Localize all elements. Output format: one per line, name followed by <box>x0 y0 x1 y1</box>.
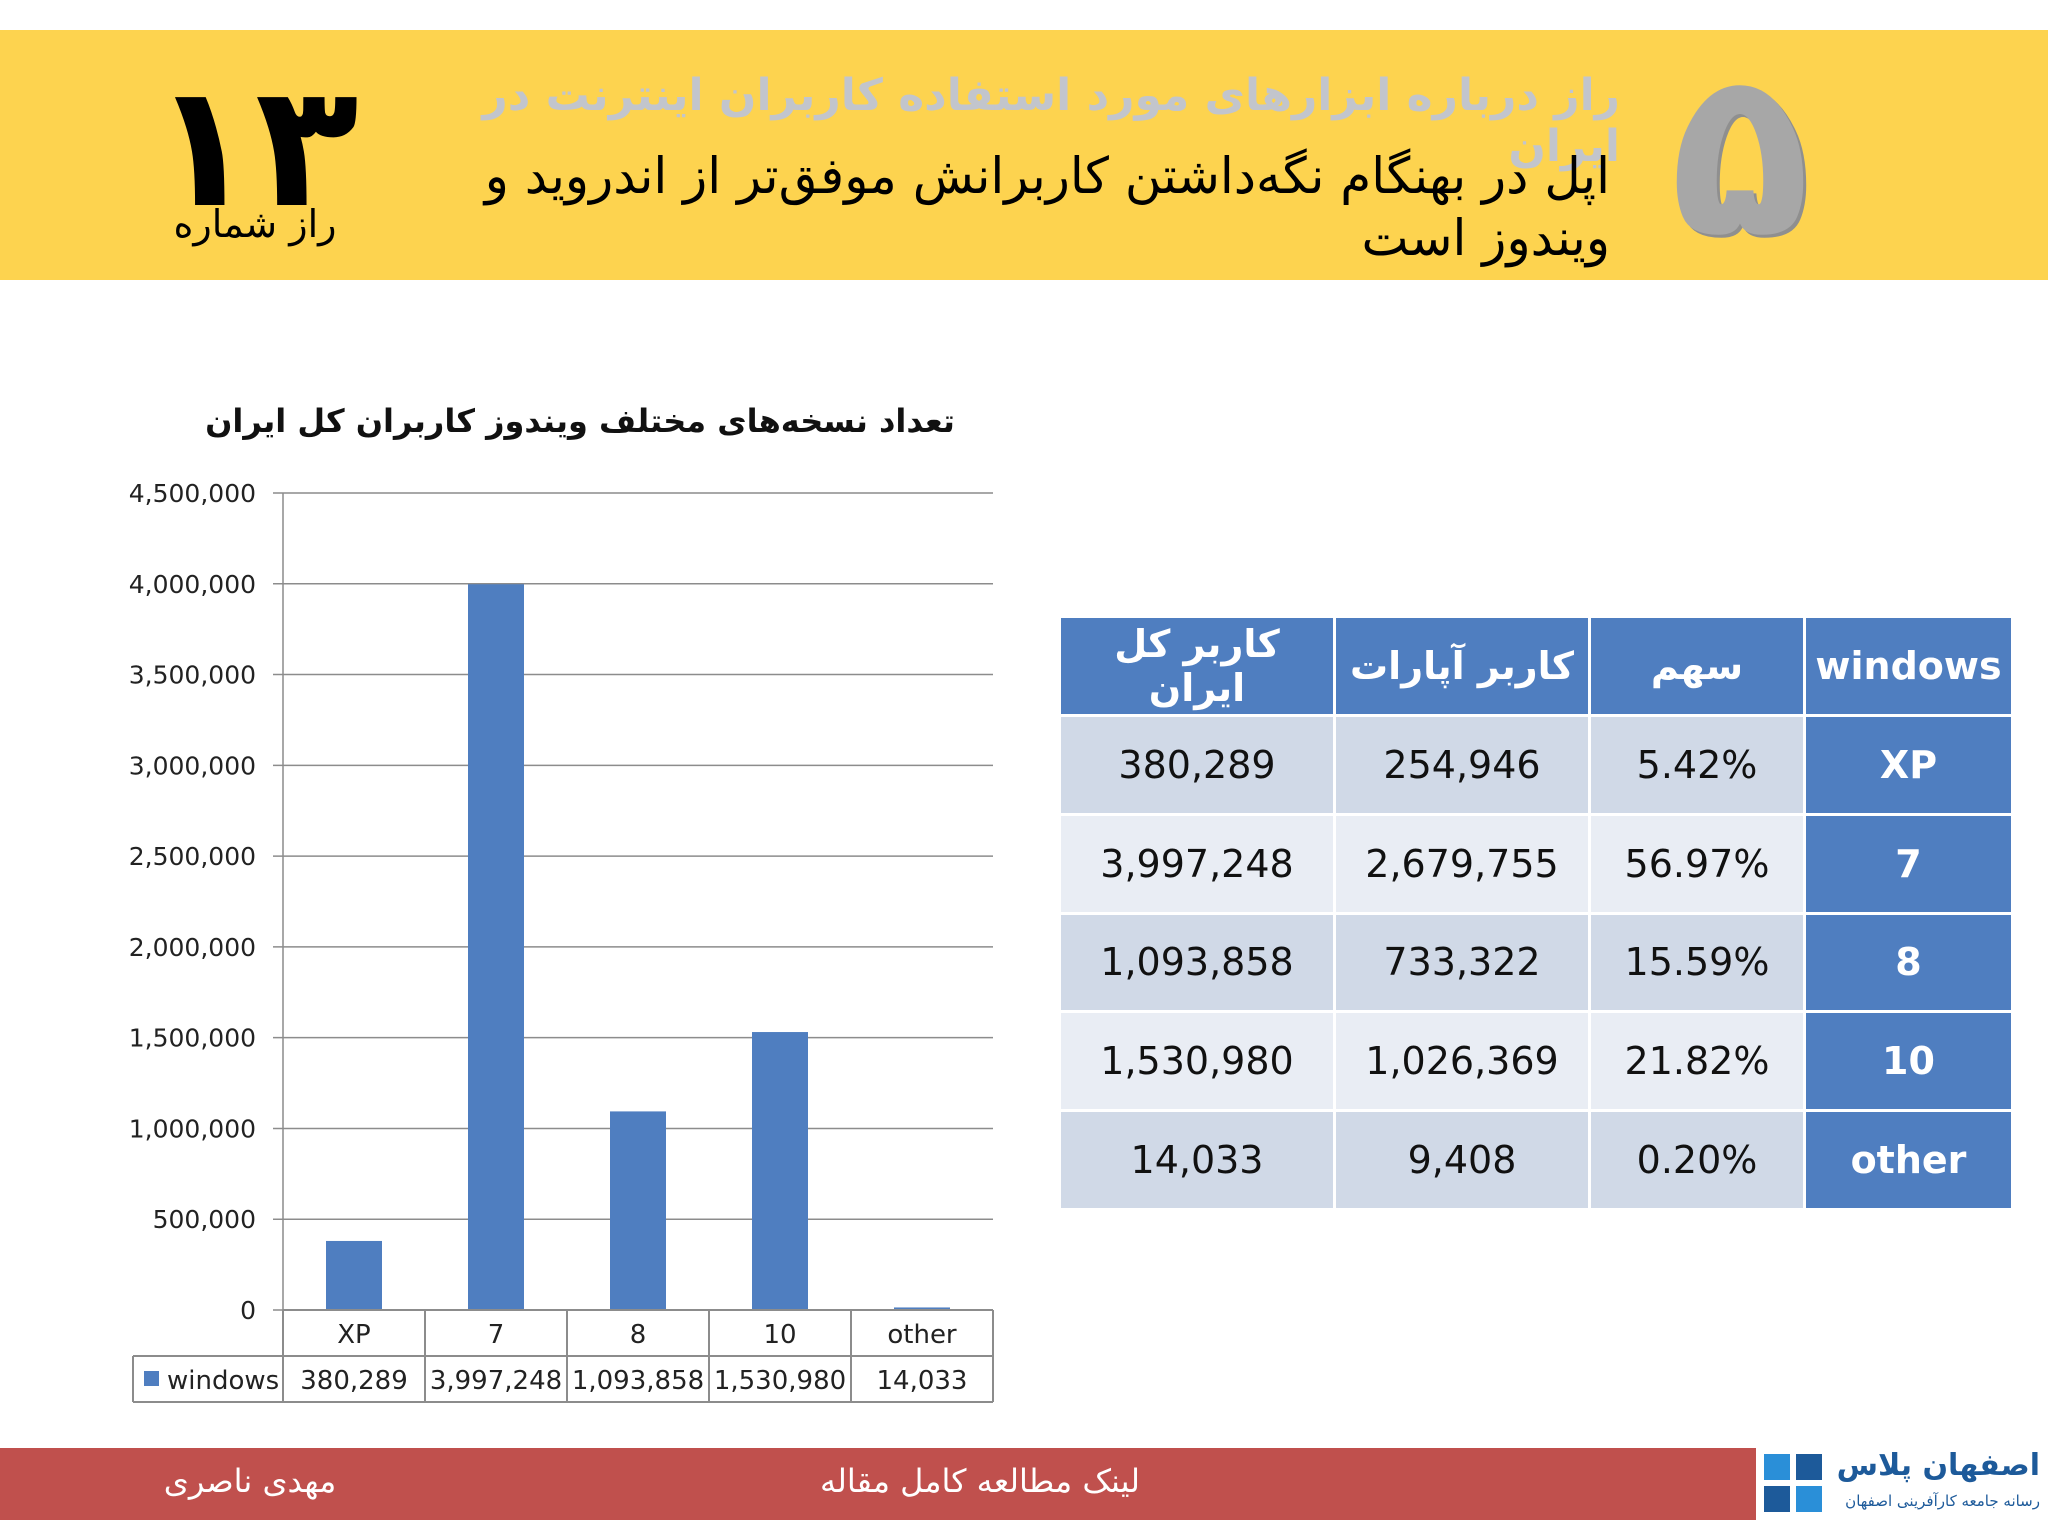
table-row: 1,093,858 733,322 15.59% 8 <box>1058 911 2014 1014</box>
cell-aparat: 733,322 <box>1333 911 1591 1014</box>
x-tick-label: 7 <box>488 1320 505 1350</box>
cell-version: other <box>1803 1109 2014 1211</box>
bar-7 <box>468 584 524 1310</box>
table-row: 380,289 254,946 5.42% XP <box>1058 714 2014 816</box>
series-subject: راز درباره ابزارهای مورد استفاده کاربران… <box>482 70 1620 172</box>
x-tick-label: 8 <box>630 1320 647 1350</box>
secret-label: راز شماره <box>173 202 337 246</box>
cell-aparat: 254,946 <box>1333 714 1591 816</box>
header-windows: windows <box>1803 615 2014 717</box>
x-tick-label: XP <box>337 1320 371 1350</box>
header-total-users: کاربر کل ایران <box>1058 615 1336 717</box>
secret-number: ۵ <box>1669 21 1811 288</box>
data-label: 14,033 <box>877 1366 968 1396</box>
legend-swatch <box>144 1371 159 1386</box>
cell-share: 56.97% <box>1588 812 1806 915</box>
page-title: اپل در بهنگام نگه‌داشتن کاربرانش موفق‌تر… <box>484 147 1610 267</box>
secret-count: ۱۳ <box>151 48 359 246</box>
cell-total: 380,289 <box>1058 714 1336 816</box>
logo-mark-icon <box>1764 1454 1824 1514</box>
data-label: 1,530,980 <box>714 1366 846 1396</box>
table-row: 1,530,980 1,026,369 21.82% 10 <box>1058 1010 2014 1113</box>
cell-share: 15.59% <box>1588 911 1806 1014</box>
x-tick-label: 10 <box>763 1320 796 1350</box>
y-tick-label: 4,500,000 <box>129 479 256 508</box>
header-share: سهم <box>1588 615 1806 717</box>
footer-bar: مهدی ناصری لینک مطالعه کامل مقاله <box>0 1448 1756 1520</box>
y-tick-label: 2,500,000 <box>129 842 256 871</box>
cell-version: XP <box>1803 714 2014 816</box>
bar-XP <box>326 1240 382 1310</box>
cell-aparat: 2,679,755 <box>1333 812 1591 915</box>
y-tick-label: 2,000,000 <box>129 933 256 962</box>
cell-version: 7 <box>1803 812 2014 915</box>
cell-total: 1,530,980 <box>1058 1010 1336 1113</box>
cell-total: 1,093,858 <box>1058 911 1336 1014</box>
esfahan-plus-logo: اصفهان پلاس رسانه جامعه کارآفرینی اصفهان <box>1760 1448 2045 1520</box>
bar-chart: 0 500,000 1,000,000 1,500,000 2,000,000 2,500… <box>129 479 994 1403</box>
y-tick-label: 4,000,000 <box>129 570 256 599</box>
logo-name: اصفهان پلاس <box>1836 1448 2040 1483</box>
cell-aparat: 1,026,369 <box>1333 1010 1591 1113</box>
y-tick-label: 500,000 <box>153 1205 256 1234</box>
cell-aparat: 9,408 <box>1333 1109 1591 1211</box>
legend-label: windows <box>167 1366 279 1396</box>
windows-stats-table: کاربر کل ایران کاربر آپارات سهم windows … <box>1058 615 2014 1211</box>
cell-total: 14,033 <box>1058 1109 1336 1211</box>
y-tick-label: 3,500,000 <box>129 661 256 690</box>
x-tick-label: other <box>887 1320 957 1350</box>
y-tick-label: 1,000,000 <box>129 1114 256 1143</box>
table-row: 14,033 9,408 0.20% other <box>1058 1109 2014 1211</box>
bar-other <box>894 1307 950 1310</box>
cell-total: 3,997,248 <box>1058 812 1336 915</box>
logo-tagline: رسانه جامعه کارآفرینی اصفهان <box>1845 1492 2040 1510</box>
full-article-link[interactable]: لینک مطالعه کامل مقاله <box>819 1462 1141 1500</box>
bar-8 <box>610 1111 666 1310</box>
bar-10 <box>752 1032 808 1310</box>
y-tick-label: 0 <box>240 1296 256 1325</box>
cell-share: 0.20% <box>1588 1109 1806 1211</box>
y-tick-label: 3,000,000 <box>129 751 256 780</box>
cell-version: 10 <box>1803 1010 2014 1113</box>
y-tick-label: 1,500,000 <box>129 1024 256 1053</box>
cell-share: 21.82% <box>1588 1010 1806 1113</box>
table-row: 3,997,248 2,679,755 56.97% 7 <box>1058 812 2014 915</box>
data-label: 3,997,248 <box>430 1366 562 1396</box>
cell-version: 8 <box>1803 911 2014 1014</box>
author-name: مهدی ناصری <box>163 1462 337 1500</box>
header-banner: ۱۳ راز شماره راز درباره ابزارهای مورد اس… <box>0 30 2048 280</box>
table-header-row: کاربر کل ایران کاربر آپارات سهم windows <box>1058 615 2014 717</box>
cell-share: 5.42% <box>1588 714 1806 816</box>
header-aparat-users: کاربر آپارات <box>1333 615 1591 717</box>
data-label: 380,289 <box>300 1366 408 1396</box>
data-label: 1,093,858 <box>572 1366 704 1396</box>
chart-title: تعداد نسخه‌های مختلف ویندوز کاربران کل ا… <box>205 402 955 440</box>
